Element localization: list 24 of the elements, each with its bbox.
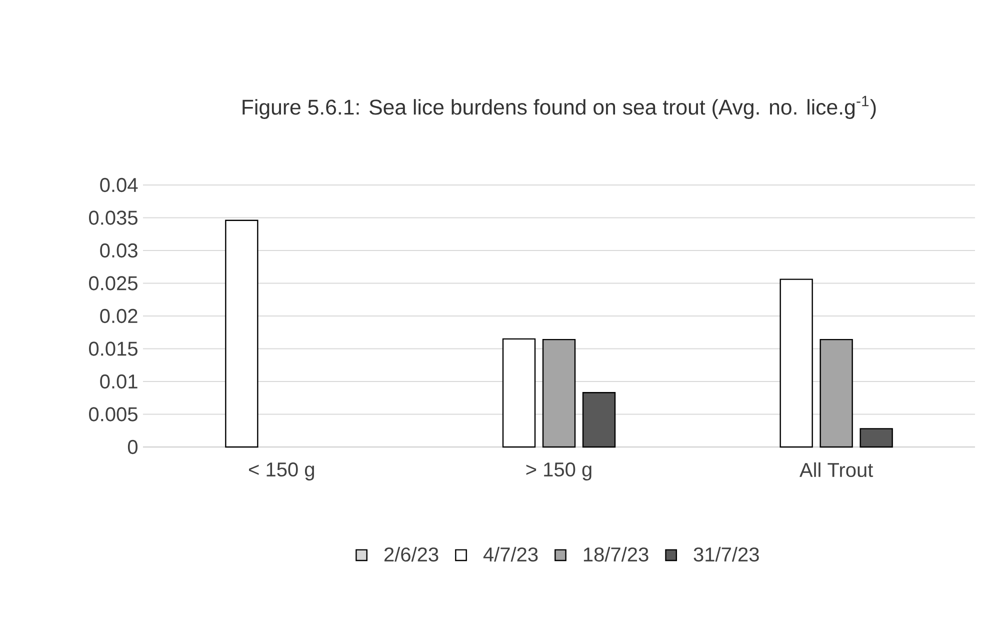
y-tick-label: 0.025 bbox=[89, 276, 138, 290]
bar bbox=[582, 392, 616, 448]
bar bbox=[860, 428, 893, 448]
y-tick-label: 0.005 bbox=[89, 407, 138, 422]
y-tick-label: 0.03 bbox=[100, 243, 138, 258]
bar bbox=[542, 338, 576, 448]
legend-label: 18/7/23 bbox=[584, 546, 648, 562]
y-tick-label: 0.015 bbox=[89, 342, 138, 356]
y-tick-label: 0.04 bbox=[100, 178, 138, 192]
bar bbox=[502, 338, 536, 448]
legend-label: 31/7/23 bbox=[694, 546, 759, 562]
x-tick-label: < 150 g bbox=[249, 462, 314, 480]
legend-label: 4/7/23 bbox=[483, 546, 538, 562]
legend-label: 2/6/23 bbox=[384, 546, 438, 562]
bar bbox=[225, 220, 258, 448]
y-tick-label: 0.035 bbox=[89, 210, 138, 225]
bar bbox=[780, 278, 813, 448]
bar bbox=[820, 338, 853, 448]
chart-title: Figure 5.6.1: Sea lice burdens found on sea trout (Avg. no. lice.g$^{-1}$) bbox=[242, 96, 876, 119]
x-tick-label: All Trout bbox=[800, 462, 874, 478]
y-tick-label: 0.02 bbox=[100, 308, 138, 324]
y-tick-label: 0.01 bbox=[100, 374, 138, 389]
x-tick-label: > 150 g bbox=[526, 462, 592, 480]
y-tick-label: 0 bbox=[128, 440, 138, 454]
